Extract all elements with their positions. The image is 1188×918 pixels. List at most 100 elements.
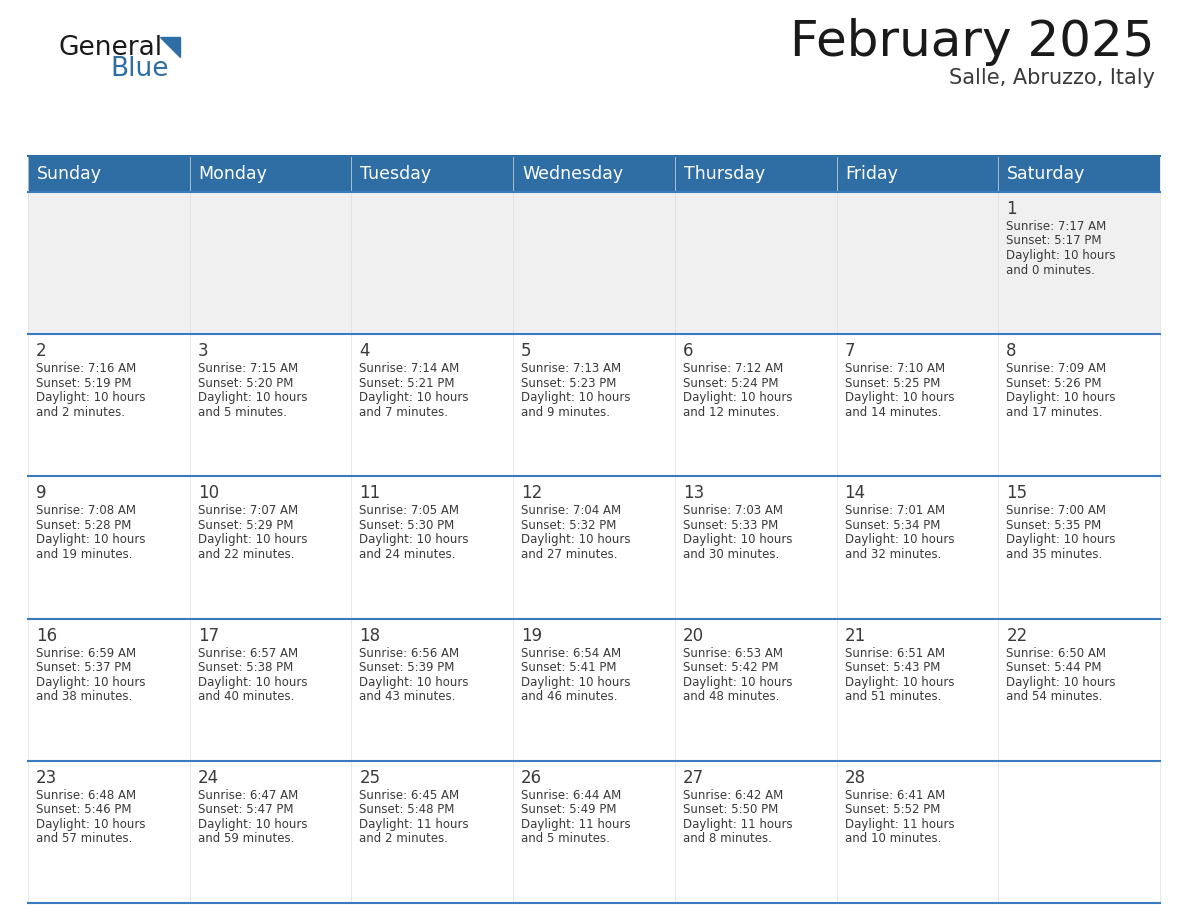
Text: Daylight: 10 hours: Daylight: 10 hours <box>360 391 469 404</box>
Text: Sunset: 5:44 PM: Sunset: 5:44 PM <box>1006 661 1101 674</box>
Bar <box>675 476 836 619</box>
Text: Daylight: 10 hours: Daylight: 10 hours <box>522 391 631 404</box>
Text: Sunset: 5:20 PM: Sunset: 5:20 PM <box>197 376 293 390</box>
Text: Sunset: 5:43 PM: Sunset: 5:43 PM <box>845 661 940 674</box>
Text: Daylight: 11 hours: Daylight: 11 hours <box>845 818 954 831</box>
Text: 22: 22 <box>1006 627 1028 644</box>
Text: Daylight: 10 hours: Daylight: 10 hours <box>845 391 954 404</box>
Text: and 17 minutes.: and 17 minutes. <box>1006 406 1102 419</box>
Text: 20: 20 <box>683 627 704 644</box>
Text: Daylight: 10 hours: Daylight: 10 hours <box>360 676 469 688</box>
Text: Tuesday: Tuesday <box>360 165 431 183</box>
Text: Daylight: 10 hours: Daylight: 10 hours <box>36 676 145 688</box>
Bar <box>836 334 998 476</box>
Text: 17: 17 <box>197 627 219 644</box>
Text: and 57 minutes.: and 57 minutes. <box>36 833 132 845</box>
Text: Sunrise: 7:04 AM: Sunrise: 7:04 AM <box>522 504 621 518</box>
Text: and 46 minutes.: and 46 minutes. <box>522 690 618 703</box>
Text: Daylight: 11 hours: Daylight: 11 hours <box>522 818 631 831</box>
Bar <box>352 476 513 619</box>
Bar <box>513 334 675 476</box>
Bar <box>513 619 675 761</box>
Text: Blue: Blue <box>110 56 169 82</box>
Bar <box>190 619 352 761</box>
Bar <box>998 761 1159 903</box>
Text: Sunrise: 6:47 AM: Sunrise: 6:47 AM <box>197 789 298 801</box>
Text: 8: 8 <box>1006 342 1017 360</box>
Text: Sunset: 5:34 PM: Sunset: 5:34 PM <box>845 519 940 532</box>
Bar <box>352 334 513 476</box>
Text: and 48 minutes.: and 48 minutes. <box>683 690 779 703</box>
Bar <box>190 156 352 192</box>
Text: Sunset: 5:29 PM: Sunset: 5:29 PM <box>197 519 293 532</box>
Text: and 0 minutes.: and 0 minutes. <box>1006 263 1095 276</box>
Text: Daylight: 10 hours: Daylight: 10 hours <box>845 676 954 688</box>
Text: and 35 minutes.: and 35 minutes. <box>1006 548 1102 561</box>
Text: Sunset: 5:46 PM: Sunset: 5:46 PM <box>36 803 132 816</box>
Text: Daylight: 10 hours: Daylight: 10 hours <box>36 818 145 831</box>
Bar <box>998 334 1159 476</box>
Text: Sunrise: 7:14 AM: Sunrise: 7:14 AM <box>360 363 460 375</box>
Text: 19: 19 <box>522 627 542 644</box>
Text: 5: 5 <box>522 342 532 360</box>
Text: Sunset: 5:23 PM: Sunset: 5:23 PM <box>522 376 617 390</box>
Text: and 2 minutes.: and 2 minutes. <box>360 833 448 845</box>
Bar <box>29 761 190 903</box>
Bar <box>29 156 190 192</box>
Text: 23: 23 <box>36 768 57 787</box>
Text: Sunset: 5:37 PM: Sunset: 5:37 PM <box>36 661 132 674</box>
Text: Sunrise: 7:05 AM: Sunrise: 7:05 AM <box>360 504 460 518</box>
Text: 14: 14 <box>845 485 866 502</box>
Text: 25: 25 <box>360 768 380 787</box>
Text: Monday: Monday <box>198 165 267 183</box>
Text: and 54 minutes.: and 54 minutes. <box>1006 690 1102 703</box>
Text: 26: 26 <box>522 768 542 787</box>
Text: 15: 15 <box>1006 485 1028 502</box>
Text: Sunrise: 6:51 AM: Sunrise: 6:51 AM <box>845 646 944 660</box>
Text: and 27 minutes.: and 27 minutes. <box>522 548 618 561</box>
Text: 12: 12 <box>522 485 543 502</box>
Text: Daylight: 11 hours: Daylight: 11 hours <box>683 818 792 831</box>
Text: Sunrise: 7:13 AM: Sunrise: 7:13 AM <box>522 363 621 375</box>
Text: and 30 minutes.: and 30 minutes. <box>683 548 779 561</box>
Bar <box>998 156 1159 192</box>
Bar <box>998 476 1159 619</box>
Text: 1: 1 <box>1006 200 1017 218</box>
Text: Sunrise: 6:53 AM: Sunrise: 6:53 AM <box>683 646 783 660</box>
Text: 9: 9 <box>36 485 46 502</box>
Text: Sunrise: 6:41 AM: Sunrise: 6:41 AM <box>845 789 944 801</box>
Text: Sunrise: 7:09 AM: Sunrise: 7:09 AM <box>1006 363 1106 375</box>
Bar <box>190 476 352 619</box>
Text: 11: 11 <box>360 485 380 502</box>
Text: Daylight: 10 hours: Daylight: 10 hours <box>522 533 631 546</box>
Text: Wednesday: Wednesday <box>523 165 624 183</box>
Bar <box>675 619 836 761</box>
Text: Sunrise: 7:03 AM: Sunrise: 7:03 AM <box>683 504 783 518</box>
Text: Sunrise: 7:12 AM: Sunrise: 7:12 AM <box>683 363 783 375</box>
Text: Sunset: 5:17 PM: Sunset: 5:17 PM <box>1006 234 1101 248</box>
Text: Sunrise: 7:16 AM: Sunrise: 7:16 AM <box>36 363 137 375</box>
Text: and 12 minutes.: and 12 minutes. <box>683 406 779 419</box>
Text: Daylight: 10 hours: Daylight: 10 hours <box>36 533 145 546</box>
Bar <box>513 192 675 334</box>
Bar <box>190 761 352 903</box>
Bar <box>675 156 836 192</box>
Text: Daylight: 10 hours: Daylight: 10 hours <box>1006 533 1116 546</box>
Text: Friday: Friday <box>846 165 898 183</box>
Text: Daylight: 10 hours: Daylight: 10 hours <box>197 818 308 831</box>
Text: Sunset: 5:52 PM: Sunset: 5:52 PM <box>845 803 940 816</box>
Text: Daylight: 10 hours: Daylight: 10 hours <box>683 391 792 404</box>
Text: Daylight: 10 hours: Daylight: 10 hours <box>1006 676 1116 688</box>
Bar <box>513 761 675 903</box>
Text: and 24 minutes.: and 24 minutes. <box>360 548 456 561</box>
Text: Sunset: 5:42 PM: Sunset: 5:42 PM <box>683 661 778 674</box>
Text: Sunrise: 7:00 AM: Sunrise: 7:00 AM <box>1006 504 1106 518</box>
Bar <box>352 619 513 761</box>
Text: Sunrise: 6:42 AM: Sunrise: 6:42 AM <box>683 789 783 801</box>
Text: Daylight: 10 hours: Daylight: 10 hours <box>36 391 145 404</box>
Text: Sunset: 5:48 PM: Sunset: 5:48 PM <box>360 803 455 816</box>
Text: Sunrise: 7:10 AM: Sunrise: 7:10 AM <box>845 363 944 375</box>
Text: 28: 28 <box>845 768 866 787</box>
Text: 3: 3 <box>197 342 208 360</box>
Bar <box>352 761 513 903</box>
